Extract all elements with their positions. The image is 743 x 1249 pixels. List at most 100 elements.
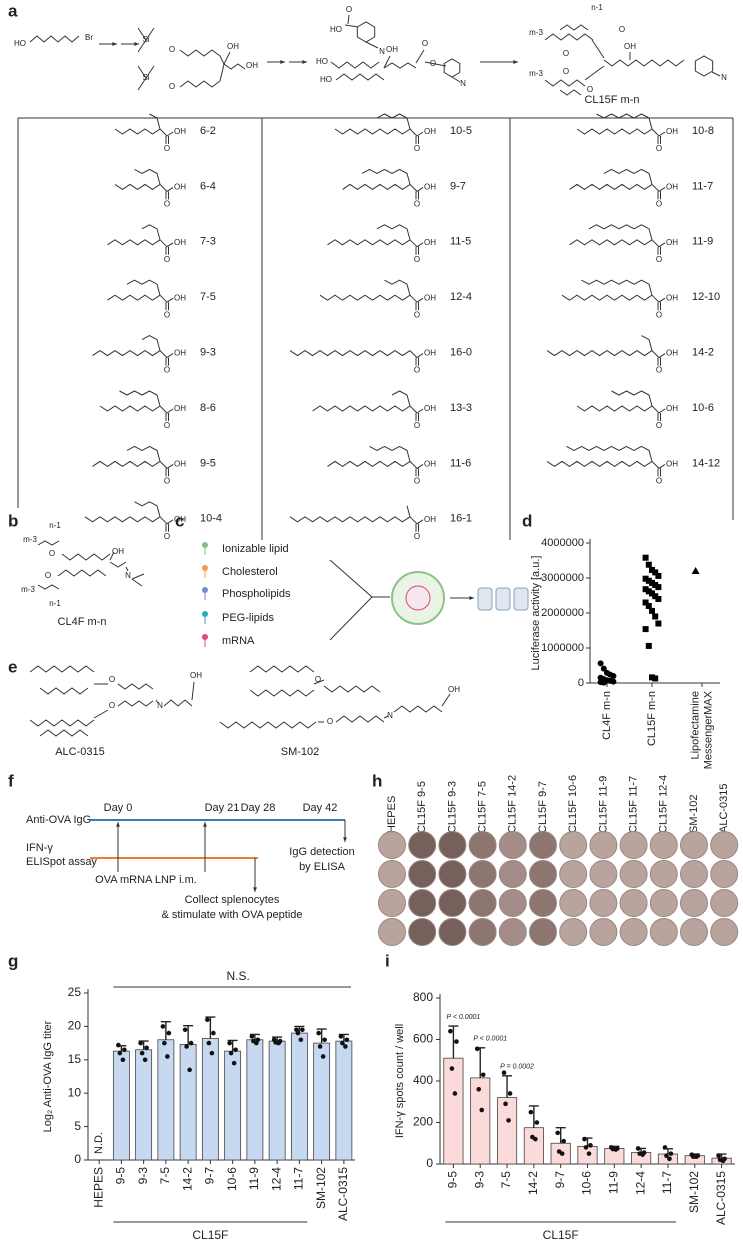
acid-chain bbox=[114, 183, 161, 191]
atom-label: n-1 bbox=[49, 599, 61, 608]
atom-label: Br bbox=[85, 33, 93, 42]
bond bbox=[166, 353, 174, 359]
y-tick-label: 800 bbox=[413, 990, 433, 1004]
bond bbox=[416, 519, 424, 525]
acid-chain bbox=[289, 516, 411, 523]
y-tick-label: 1000000 bbox=[541, 642, 584, 654]
x-tick-label: CL15F m-n bbox=[646, 691, 658, 746]
x-tick-label: 9-7 bbox=[553, 1171, 567, 1189]
data-point bbox=[480, 1072, 486, 1078]
acid-label: 9-5 bbox=[200, 457, 216, 469]
error-bar bbox=[448, 1025, 459, 1059]
day-label: Day 21 bbox=[205, 802, 240, 814]
data-point bbox=[166, 1030, 172, 1036]
converge-line bbox=[329, 559, 373, 598]
bond bbox=[137, 39, 147, 53]
atom-label: m-3 bbox=[21, 585, 35, 594]
well bbox=[680, 918, 708, 946]
y-tick-label: 15 bbox=[68, 1052, 82, 1066]
bond bbox=[409, 516, 418, 525]
y-tick-label: 3000000 bbox=[541, 572, 584, 584]
data-point bbox=[652, 675, 659, 682]
well bbox=[710, 860, 739, 888]
column-header: HEPES bbox=[386, 796, 398, 833]
x-tick-label: 12-4 bbox=[633, 1171, 647, 1195]
error-bar bbox=[528, 1105, 539, 1128]
atom-label: OH bbox=[174, 349, 186, 358]
data-point bbox=[597, 660, 604, 667]
bond bbox=[559, 89, 582, 96]
panel-label: i bbox=[385, 951, 390, 970]
bar bbox=[179, 1044, 197, 1161]
atom-label: m-3 bbox=[529, 28, 543, 37]
x-tick-label: SM-102 bbox=[314, 1167, 328, 1209]
data-point bbox=[187, 1067, 192, 1073]
arrow-head bbox=[203, 822, 207, 827]
bond bbox=[335, 73, 385, 81]
acid-label: 9-7 bbox=[450, 180, 466, 192]
x-tick-label: ALC-0315 bbox=[336, 1167, 350, 1221]
bar bbox=[224, 1050, 242, 1161]
bar bbox=[313, 1042, 331, 1161]
timeline-row-label: Anti-OVA IgG bbox=[26, 814, 91, 826]
error-bar bbox=[160, 1021, 171, 1040]
bond bbox=[584, 65, 605, 81]
event-label: OVA mRNA LNP i.m. bbox=[95, 874, 197, 886]
bond bbox=[145, 27, 155, 41]
atom-label: OH bbox=[666, 293, 678, 302]
well bbox=[378, 831, 406, 859]
y-tick-label: 10 bbox=[68, 1085, 82, 1099]
acid-chain bbox=[99, 405, 161, 412]
data-point bbox=[452, 1091, 458, 1096]
bond bbox=[249, 689, 315, 697]
acid-label: 9-3 bbox=[200, 347, 216, 359]
data-point bbox=[476, 1087, 482, 1092]
data-point bbox=[165, 1054, 170, 1059]
bond bbox=[651, 405, 660, 414]
well bbox=[378, 860, 406, 888]
acid-label: 6-2 bbox=[200, 125, 216, 137]
data-point bbox=[555, 1130, 560, 1136]
data-point bbox=[120, 1057, 126, 1063]
arrow-head bbox=[469, 596, 474, 600]
data-point bbox=[322, 1037, 327, 1043]
bond bbox=[409, 239, 418, 248]
data-point bbox=[320, 1054, 326, 1059]
atom-label: OH bbox=[448, 685, 460, 694]
atom-label: OH bbox=[227, 42, 239, 51]
bond bbox=[159, 516, 168, 525]
component-label: mRNA bbox=[222, 635, 255, 647]
arrow-head bbox=[116, 822, 120, 827]
data-point bbox=[655, 584, 662, 591]
bond bbox=[166, 242, 174, 248]
bond bbox=[223, 63, 246, 70]
atom-label: O bbox=[619, 25, 625, 34]
bond bbox=[37, 584, 60, 590]
data-point bbox=[610, 673, 617, 679]
bond bbox=[159, 128, 168, 137]
atom-label: O bbox=[164, 366, 170, 375]
lnp-core bbox=[405, 585, 431, 611]
well bbox=[408, 918, 437, 946]
atom-label: OH bbox=[424, 238, 436, 247]
bond bbox=[125, 566, 129, 572]
x-tick-label: MessengerMAX bbox=[702, 690, 714, 769]
bar bbox=[335, 1040, 353, 1161]
day-label: Day 0 bbox=[104, 802, 133, 814]
acid-label: 11-5 bbox=[450, 236, 471, 248]
atom-label: O bbox=[656, 310, 662, 319]
data-point bbox=[160, 1024, 166, 1029]
atom-label: O bbox=[109, 701, 115, 710]
bond bbox=[39, 687, 89, 695]
data-point bbox=[533, 1136, 538, 1142]
data-point bbox=[655, 572, 662, 579]
well bbox=[438, 860, 467, 888]
x-tick-label: 9-3 bbox=[136, 1167, 150, 1185]
acid-chain bbox=[376, 224, 411, 240]
nd-label: N.D. bbox=[93, 1132, 105, 1154]
data-point bbox=[642, 586, 649, 593]
acid-chain bbox=[546, 349, 653, 357]
bond bbox=[109, 551, 115, 561]
well bbox=[378, 889, 406, 917]
bond bbox=[416, 242, 424, 248]
